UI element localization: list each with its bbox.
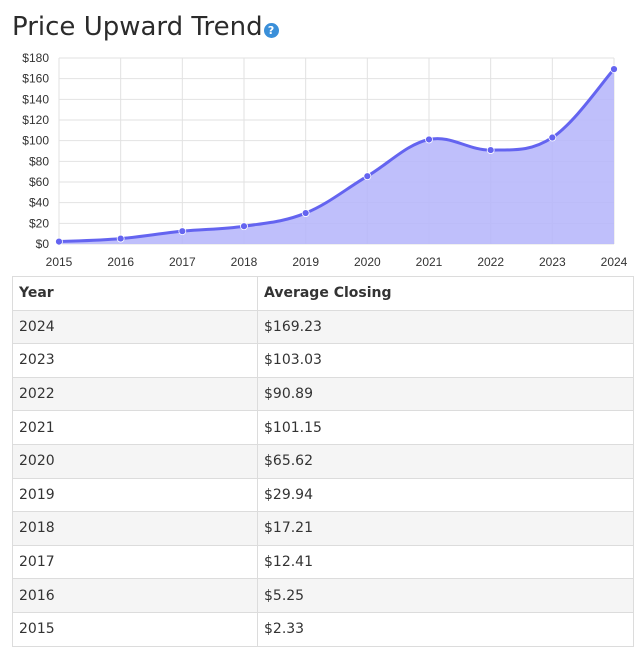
table-row: 2018 $17.21 [12, 511, 634, 546]
data-point [116, 234, 125, 243]
average-closing-cell: $17.21 [257, 511, 634, 546]
table-row: 2021 $101.15 [12, 410, 634, 445]
question-circle-icon[interactable]: ? [263, 22, 279, 38]
table-row: 2015 $2.33 [12, 611, 634, 647]
year-cell: 2018 [12, 511, 258, 546]
average-closing-cell: $5.25 [257, 578, 634, 613]
y-tick-label: $180 [22, 51, 49, 65]
year-cell: 2024 [12, 309, 258, 345]
average-closing-table: Year Average Closing 2024 $169.23 2023 $10… [12, 276, 634, 647]
x-tick-label: 2019 [292, 255, 319, 269]
year-cell: 2020 [12, 443, 258, 479]
x-tick-label: 2022 [477, 255, 504, 269]
year-cell: 2015 [12, 611, 258, 647]
x-tick-label: 2018 [231, 255, 258, 269]
average-closing-cell: $169.23 [257, 309, 634, 345]
year-cell: 2022 [12, 376, 258, 412]
area-fill [59, 69, 614, 244]
data-point [548, 133, 557, 142]
y-tick-label: $40 [29, 196, 49, 210]
average-closing-cell: $65.62 [257, 443, 634, 479]
average-closing-cell: $12.41 [257, 544, 634, 580]
table-header-row: Year Average Closing [12, 276, 634, 311]
data-point [363, 172, 372, 181]
y-tick-label: $100 [22, 134, 49, 148]
column-header-year: Year [12, 276, 258, 311]
data-point [486, 146, 495, 154]
year-cell: 2017 [12, 544, 258, 580]
data-point [610, 65, 618, 74]
table-row: 2020 $65.62 [12, 443, 634, 479]
column-header-average-closing: Average Closing [257, 276, 634, 311]
y-tick-label: $160 [22, 72, 49, 86]
y-tick-label: $0 [36, 237, 50, 251]
x-tick-label: 2023 [539, 255, 566, 269]
title-row: Price Upward Trend ? [12, 8, 279, 46]
year-cell: 2019 [12, 477, 258, 513]
y-tick-label: $120 [22, 113, 49, 127]
x-tick-label: 2017 [169, 255, 196, 269]
average-closing-cell: $90.89 [257, 376, 634, 412]
price-trend-chart: $0$20$40$60$80$100$120$140$160$180 2015 2… [22, 51, 628, 269]
data-point [55, 237, 63, 246]
y-tick-label: $140 [22, 92, 49, 106]
average-closing-cell: $29.94 [257, 477, 634, 513]
year-cell: 2023 [12, 343, 258, 378]
y-tick-label: $60 [29, 175, 49, 189]
average-closing-cell: $103.03 [257, 343, 634, 378]
x-tick-label: 2016 [107, 255, 134, 269]
x-tick-label: 2024 [601, 255, 628, 269]
year-cell: 2021 [12, 410, 258, 445]
y-tick-label: $80 [29, 154, 49, 168]
table-row: 2022 $90.89 [12, 376, 634, 412]
x-tick-label: 2015 [46, 255, 73, 269]
average-closing-cell: $101.15 [257, 410, 634, 445]
page-title: Price Upward Trend [12, 12, 263, 42]
x-axis-labels: 2015 2016 2017 2018 2019 2020 2021 2022 2023 2024 [46, 255, 628, 269]
y-axis-labels: $0 $20 $40 $60 $80 $100 $120 $140 $160 $180 [22, 51, 49, 251]
year-cell: 2016 [12, 578, 258, 613]
data-point [301, 209, 310, 217]
average-closing-cell: $2.33 [257, 611, 634, 647]
table-row: 2024 $169.23 [12, 309, 634, 345]
x-tick-label: 2020 [354, 255, 381, 269]
data-points [55, 65, 618, 246]
data-point [425, 135, 433, 144]
table-row: 2023 $103.03 [12, 343, 634, 378]
series-line [58, 68, 616, 244]
table-row: 2016 $5.25 [12, 578, 634, 613]
x-tick-label: 2021 [416, 255, 443, 269]
data-point [178, 227, 187, 236]
table-row: 2017 $12.41 [12, 544, 634, 580]
data-point [240, 222, 248, 231]
table-row: 2019 $29.94 [12, 477, 634, 513]
y-tick-label: $20 [29, 216, 49, 230]
